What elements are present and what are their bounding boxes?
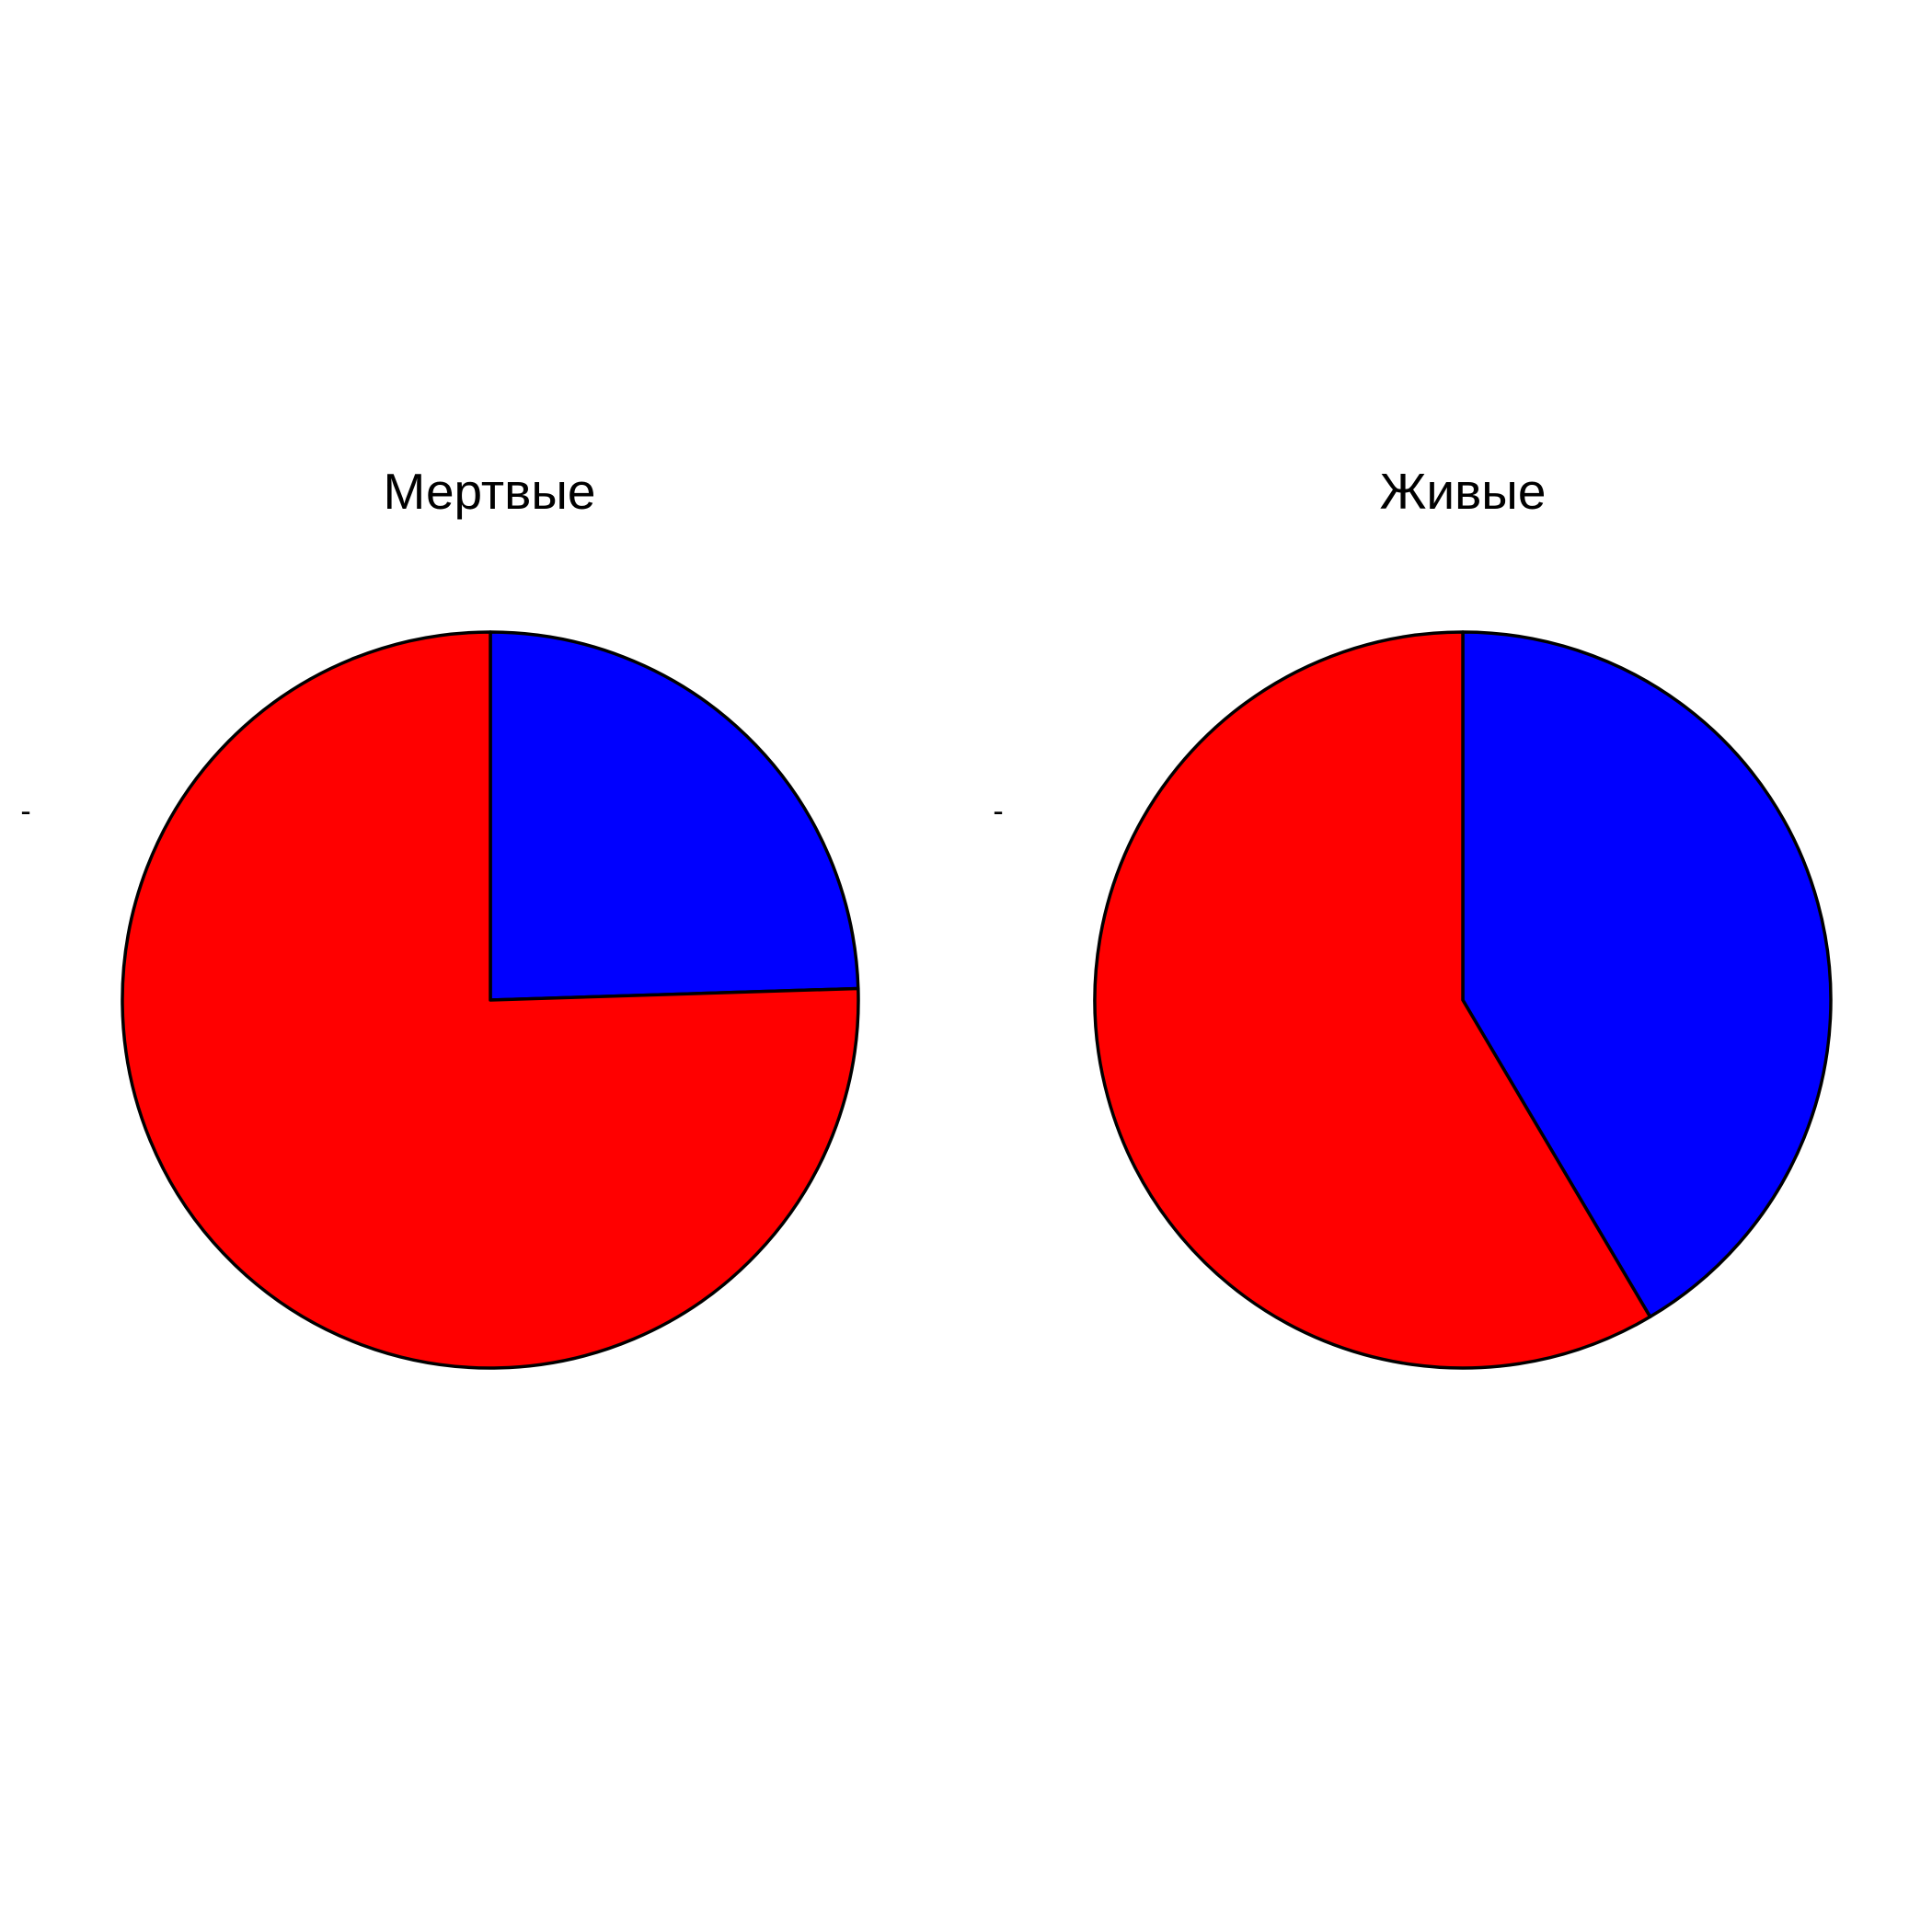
pie-chart-panel-alive: Живые - [993, 463, 1833, 1370]
pie-alive [1093, 630, 1833, 1370]
pie-slice-red [121, 630, 860, 1370]
side-label-dead: - [20, 794, 30, 829]
side-label-alive: - [993, 794, 1003, 829]
chart-title-dead: Мертвые [384, 463, 596, 520]
chart-title-alive: Живые [1380, 463, 1547, 520]
pie-slice-blue [1461, 630, 1833, 1319]
pie-slice-red [1093, 630, 1652, 1370]
pie-slice-blue [489, 630, 860, 1002]
pie-dead [121, 630, 860, 1370]
pie-chart-panel-dead: Мертвые - [20, 463, 860, 1370]
